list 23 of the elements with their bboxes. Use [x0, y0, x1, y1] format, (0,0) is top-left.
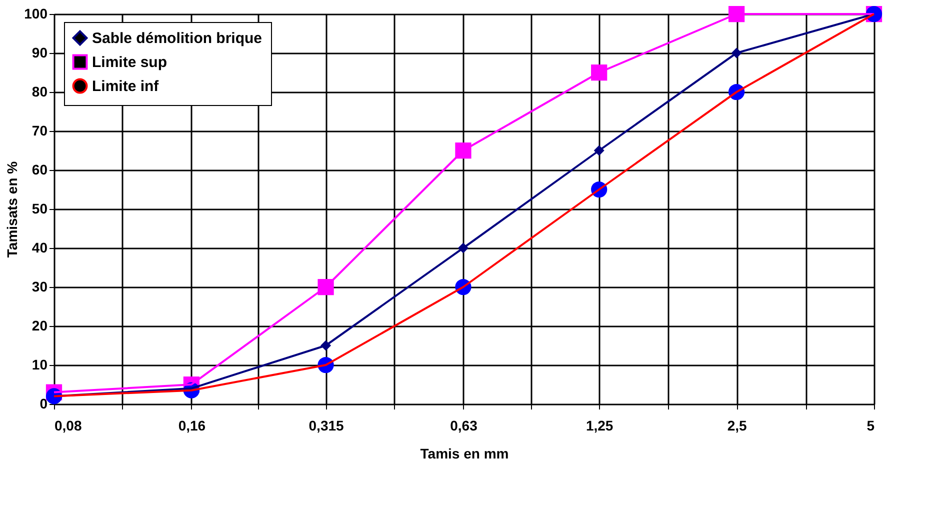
- x-tick-label: 0,08: [54, 418, 82, 434]
- y-tick-label: 90: [32, 44, 48, 60]
- y-tick-label: 100: [24, 6, 48, 22]
- y-tick-label: 0: [40, 396, 48, 412]
- y-tick-label: 60: [32, 162, 48, 178]
- x-axis-title: Tamis en mm: [420, 446, 509, 462]
- x-tick-label: 5: [866, 418, 875, 434]
- legend-label: Limite inf: [92, 78, 160, 95]
- y-tick-label: 40: [32, 240, 48, 256]
- x-tick-label: 2,5: [727, 418, 747, 434]
- y-tick-label: 50: [32, 200, 48, 216]
- y-tick-label: 70: [32, 122, 48, 138]
- y-tick-label: 20: [32, 318, 48, 334]
- y-tick-label: 10: [32, 356, 48, 372]
- legend-label: Limite sup: [92, 54, 168, 71]
- x-tick-label: 0,16: [178, 418, 206, 434]
- x-tick-label: 0,63: [450, 418, 478, 434]
- legend-label: Sable démolition brique: [92, 30, 262, 47]
- y-axis-title: Tamisats en %: [4, 160, 20, 258]
- x-tick-label: 0,315: [308, 418, 344, 434]
- y-tick-label: 80: [32, 84, 48, 100]
- x-tick-label: 1,25: [586, 418, 614, 434]
- y-tick-label: 30: [32, 278, 48, 294]
